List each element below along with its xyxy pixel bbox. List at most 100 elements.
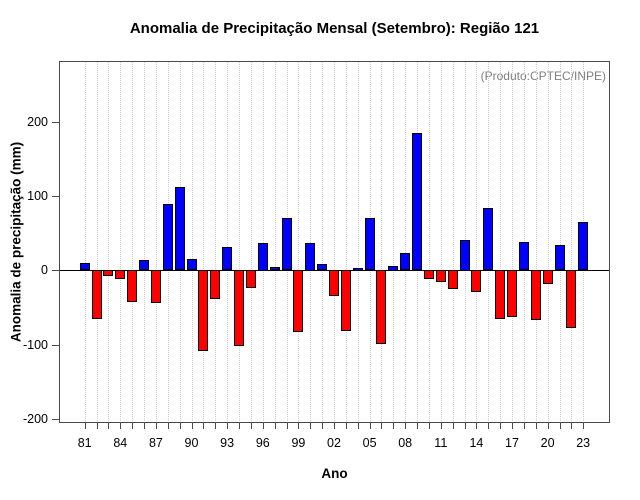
x-tick-1988 [167, 423, 169, 429]
y-tick-label--100: -100 [22, 337, 48, 352]
gridline-2012 [452, 61, 454, 423]
gridline-1994 [239, 61, 240, 423]
bar-1984 [115, 270, 126, 279]
x-tick-2001 [322, 423, 324, 429]
bar-1982 [91, 270, 102, 319]
bar-2010 [423, 270, 434, 279]
bar-2020 [542, 270, 553, 285]
bar-2007 [388, 266, 399, 271]
x-tick-1985 [132, 423, 134, 429]
gridline-2001 [322, 61, 324, 423]
x-tick-label-2002: 02 [327, 436, 341, 450]
gridline-2000 [310, 61, 312, 423]
x-tick-label-2020: 20 [540, 436, 555, 450]
gridline-1991 [203, 61, 205, 423]
bar-1996 [257, 243, 268, 271]
x-tick-1994 [239, 423, 240, 429]
gridline-2003 [345, 61, 347, 423]
x-tick-1998 [286, 423, 288, 429]
x-tick-label-2023: 23 [576, 436, 591, 450]
gridline-1985 [132, 61, 134, 423]
x-tick-2004 [357, 423, 359, 429]
chart-title: Anomalia de Precipitação Mensal (Setembr… [129, 20, 540, 37]
y-tick--200 [52, 419, 59, 420]
x-tick-1986 [144, 423, 146, 429]
x-tick-label-2011: 11 [434, 436, 448, 450]
y-tick-0 [52, 270, 59, 272]
x-tick-1999 [298, 423, 300, 429]
bar-2001 [317, 263, 328, 271]
gridline-2002 [334, 61, 335, 423]
x-tick-2003 [345, 423, 347, 429]
bar-2022 [566, 270, 577, 329]
bar-1986 [139, 260, 150, 271]
y-tick-label-100: 100 [27, 189, 48, 204]
x-tick-1989 [179, 423, 181, 429]
x-tick-2012 [452, 423, 454, 429]
gridline-1984 [120, 61, 122, 423]
x-tick-label-1981: 81 [77, 436, 92, 450]
gridline-2019 [535, 61, 537, 423]
gridline-1990 [191, 61, 193, 423]
x-tick-1995 [250, 423, 252, 429]
gridline-1999 [298, 61, 300, 423]
x-tick-label-2005: 05 [362, 436, 377, 450]
x-tick-label-1987: 87 [148, 436, 163, 450]
x-tick-2016 [500, 423, 502, 429]
gridline-2008 [405, 61, 407, 423]
x-tick-1982 [96, 423, 98, 429]
x-tick-2005 [369, 423, 371, 429]
bar-2016 [495, 270, 506, 319]
x-tick-label-2017: 17 [505, 436, 519, 450]
x-tick-1991 [203, 423, 205, 429]
x-tick-2006 [381, 423, 383, 429]
x-tick-2002 [334, 423, 335, 429]
bar-2011 [435, 270, 446, 283]
bar-1993 [222, 246, 233, 271]
gridline-1997 [274, 61, 276, 423]
x-tick-2021 [559, 423, 561, 429]
gridline-2017 [512, 61, 513, 423]
gridline-1986 [144, 61, 146, 423]
bar-2014 [471, 270, 482, 292]
x-tick-1984 [120, 423, 122, 429]
x-tick-2000 [310, 423, 312, 429]
bar-1994 [234, 270, 244, 347]
x-tick-label-1993: 93 [220, 436, 235, 450]
x-tick-2009 [417, 423, 419, 429]
gridline-2007 [393, 61, 395, 423]
x-tick-1990 [191, 423, 193, 429]
gridline-1982 [96, 61, 98, 423]
gridline-1983 [108, 61, 110, 423]
bar-1985 [127, 270, 138, 302]
gridline-1992 [215, 61, 217, 423]
bar-2018 [518, 242, 529, 271]
x-tick-label-1999: 99 [291, 436, 306, 450]
x-tick-2015 [488, 423, 490, 429]
gridline-2006 [381, 61, 383, 423]
gridline-1996 [262, 61, 264, 423]
gridline-2022 [571, 61, 573, 423]
x-tick-2010 [428, 423, 430, 429]
x-tick-2011 [440, 423, 442, 429]
bar-2008 [400, 253, 411, 271]
y-tick--100 [52, 344, 59, 346]
gridline-2011 [440, 61, 442, 423]
bar-1987 [150, 270, 161, 304]
x-tick-1981 [84, 423, 86, 429]
x-tick-label-2008: 08 [398, 436, 413, 450]
gridline-2004 [357, 61, 359, 423]
bar-2017 [507, 270, 517, 318]
x-tick-1992 [215, 423, 217, 429]
gridline-2010 [428, 61, 430, 423]
bar-2019 [530, 270, 541, 321]
bar-2000 [305, 243, 316, 271]
x-tick-1996 [262, 423, 264, 429]
bar-2004 [352, 267, 363, 271]
gridline-2014 [476, 61, 478, 423]
gridline-1993 [227, 61, 229, 423]
y-tick-label-0: 0 [41, 263, 48, 278]
x-tick-2007 [393, 423, 395, 429]
y-tick-label-200: 200 [27, 114, 48, 129]
